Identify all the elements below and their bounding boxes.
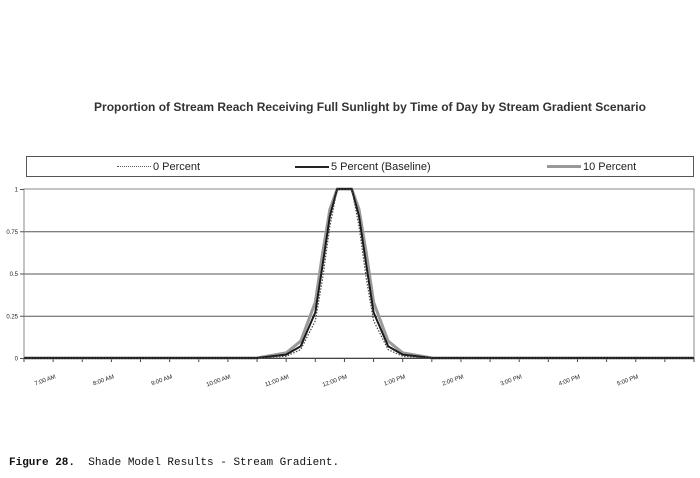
legend-swatch-gray xyxy=(547,165,581,168)
x-tick-label: 9:00 AM xyxy=(151,374,174,387)
y-tick-label: 0.25 xyxy=(6,314,18,320)
x-tick-label: 3:00 PM xyxy=(500,374,523,387)
axes xyxy=(20,188,695,362)
figure-caption: Figure 28. Shade Model Results - Stream … xyxy=(9,457,339,469)
line-chart: 0 0.25 0.5 0.75 1 7:00 AM 8:00 AM 9:00 AM 10:00 … xyxy=(6,187,695,389)
x-tick-label: 4:00 PM xyxy=(558,374,581,387)
y-tick-label: 0 xyxy=(15,357,19,363)
x-tick-label: 11:00 AM xyxy=(264,374,289,388)
chart-legend: 0 Percent 5 Percent (Baseline) 10 Percen… xyxy=(26,156,694,177)
legend-swatch-solid xyxy=(295,165,329,168)
x-tick-label: 8:00 AM xyxy=(92,374,115,387)
chart-title: Proportion of Stream Reach Receiving Ful… xyxy=(94,100,646,114)
caption-text: Shade Model Results - Stream Gradient. xyxy=(75,457,340,469)
x-tick-label: 2:00 PM xyxy=(442,374,465,387)
y-tick-label: 0.5 xyxy=(10,272,19,278)
x-tick-label: 7:00 AM xyxy=(34,374,57,387)
x-tick-label: 10:00 AM xyxy=(206,374,232,388)
legend-item-0-percent: 0 Percent xyxy=(117,157,200,176)
series-lines xyxy=(24,187,694,360)
x-tick-label: 5:00 PM xyxy=(616,374,639,387)
y-tick-label: 0.75 xyxy=(6,230,18,236)
y-tick-label: 1 xyxy=(15,188,19,194)
gridlines xyxy=(24,231,694,317)
legend-item-10-percent: 10 Percent xyxy=(547,157,636,176)
x-tick-label: 12:00 PM xyxy=(322,374,348,388)
caption-label: Figure 28. xyxy=(9,457,76,469)
legend-label: 10 Percent xyxy=(583,160,637,173)
legend-swatch-dotted xyxy=(117,166,151,167)
series-line-0-percent xyxy=(24,188,694,359)
legend-label: 5 Percent (Baseline) xyxy=(331,160,431,173)
legend-label: 0 Percent xyxy=(153,160,201,173)
x-tick-label: 1:00 PM xyxy=(383,374,406,387)
legend-item-5-percent-baseline: 5 Percent (Baseline) xyxy=(295,157,431,176)
